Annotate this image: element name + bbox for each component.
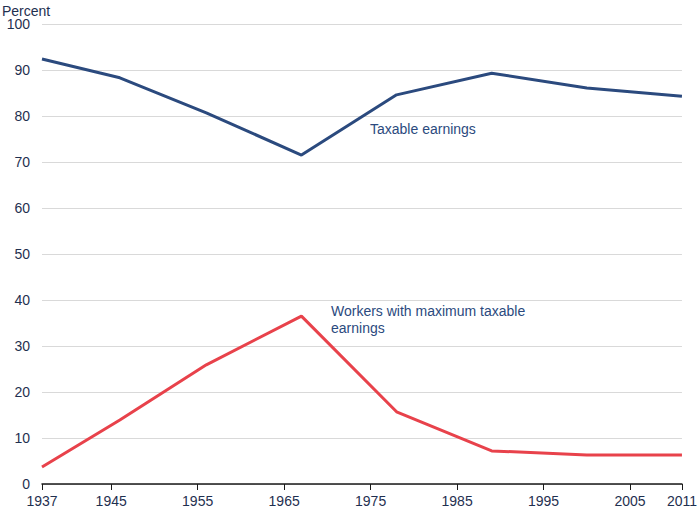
- svg-text:70: 70: [14, 154, 30, 170]
- svg-text:Taxable earnings: Taxable earnings: [370, 121, 476, 137]
- svg-text:40: 40: [14, 292, 30, 308]
- svg-text:Percent: Percent: [2, 3, 51, 19]
- svg-text:90: 90: [14, 62, 30, 78]
- svg-text:1955: 1955: [182, 493, 213, 509]
- svg-text:1975: 1975: [355, 493, 386, 509]
- svg-text:10: 10: [14, 430, 30, 446]
- svg-text:1985: 1985: [442, 493, 473, 509]
- svg-text:60: 60: [14, 200, 30, 216]
- svg-text:1945: 1945: [96, 493, 127, 509]
- svg-text:20: 20: [14, 384, 30, 400]
- svg-text:0: 0: [22, 476, 30, 492]
- svg-text:earnings: earnings: [331, 320, 385, 336]
- svg-text:2011: 2011: [667, 493, 697, 509]
- svg-text:2005: 2005: [614, 493, 645, 509]
- svg-text:Workers with maximum taxable: Workers with maximum taxable: [331, 303, 529, 319]
- svg-text:30: 30: [14, 338, 30, 354]
- svg-text:1995: 1995: [528, 493, 559, 509]
- svg-text:1965: 1965: [269, 493, 300, 509]
- svg-text:1937: 1937: [26, 493, 57, 509]
- svg-text:50: 50: [14, 246, 30, 262]
- svg-text:80: 80: [14, 108, 30, 124]
- svg-text:100: 100: [7, 16, 31, 32]
